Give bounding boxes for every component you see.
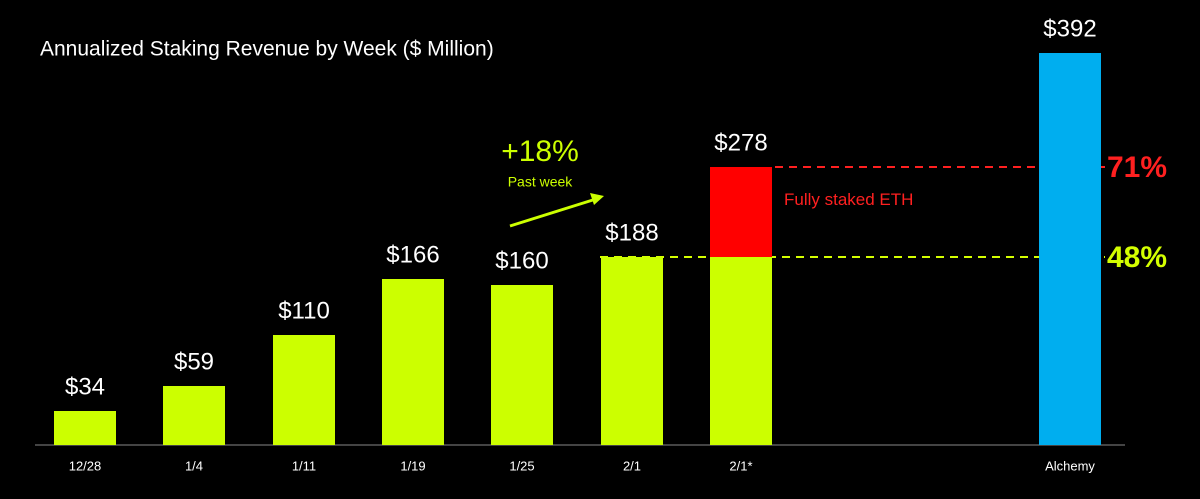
reference-label: 48% (1107, 241, 1167, 274)
bar (601, 257, 663, 445)
value-label: $278 (714, 129, 767, 156)
reference-label: 71% (1107, 151, 1167, 184)
chart-title: Annualized Staking Revenue by Week ($ Mi… (40, 38, 494, 61)
value-label: $59 (174, 348, 214, 375)
value-label: $188 (605, 219, 658, 246)
series-label: Fully staked ETH (784, 190, 914, 209)
value-label: $160 (495, 247, 548, 274)
bar (491, 285, 553, 445)
x-tick-label: 1/4 (185, 458, 203, 473)
x-tick-label: 2/1* (729, 458, 752, 473)
arrow (509, 197, 597, 228)
bar (273, 335, 335, 445)
x-tick-label: 1/19 (400, 458, 425, 473)
annotation: Past week (508, 174, 574, 190)
value-label: $110 (278, 297, 330, 324)
bar (1039, 53, 1101, 445)
bar (163, 386, 225, 445)
value-label: $166 (386, 241, 439, 268)
x-tick-label: 1/25 (509, 458, 534, 473)
x-tick-label: 1/11 (292, 458, 316, 473)
arrow-head (590, 193, 604, 205)
bar (710, 167, 772, 257)
bar (54, 411, 116, 445)
bar (710, 257, 772, 445)
x-tick-label: 12/28 (69, 458, 102, 473)
x-tick-label: Alchemy (1045, 458, 1095, 473)
x-tick-label: 2/1 (623, 458, 641, 473)
value-label: $34 (65, 373, 105, 400)
annotation: +18% (501, 135, 579, 168)
value-label: $392 (1043, 15, 1096, 42)
bar (382, 279, 444, 445)
